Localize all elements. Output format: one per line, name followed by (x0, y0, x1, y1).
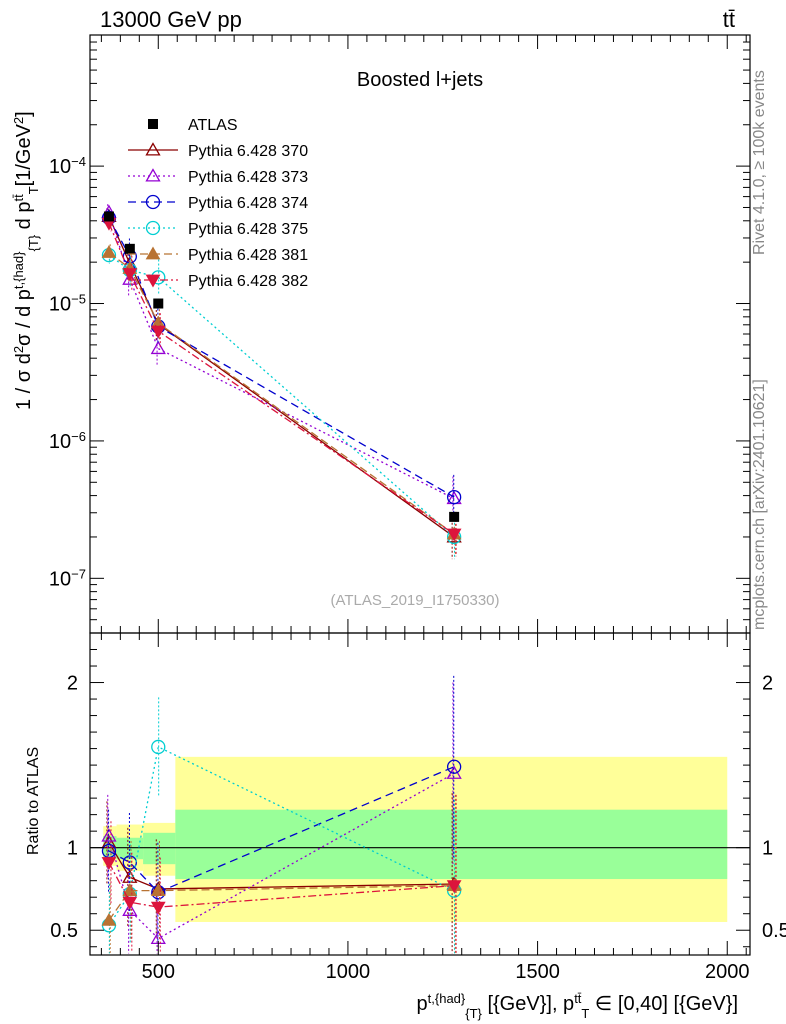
analysis-tag: (ATLAS_2019_I1750330) (330, 592, 499, 609)
ratio-point-4-1 (122, 883, 138, 896)
series-line-4 (108, 252, 455, 535)
series-point-1-1 (122, 271, 138, 285)
legend-marker-atlas (148, 119, 158, 129)
atlas-point-1 (124, 243, 135, 254)
rivet-label: Rivet 4.1.0, ≥ 100k events (751, 70, 768, 255)
ratio-point-2-3 (446, 759, 462, 774)
ratio-point-5-3 (446, 880, 462, 894)
ratio-line-4 (108, 884, 455, 921)
ratio-ytick-label-left: 0.5 (50, 920, 78, 942)
series-point-5-3 (446, 528, 462, 542)
main-ytick-label: 10−6 (49, 428, 86, 453)
ratio-ytick-label-right: 1 (762, 838, 773, 860)
mcplots-label: mcplots.cern.ch [arXiv:2401.10621] (751, 379, 768, 630)
header-left: 13000 GeV pp (100, 7, 242, 32)
series-line-3 (108, 254, 455, 538)
ratio-line-0 (108, 842, 455, 890)
legend-marker-5 (145, 274, 161, 288)
legend-label-375: Pythia 6.428 375 (188, 221, 308, 238)
ratio-point-4-2 (150, 883, 166, 896)
series-line-5 (108, 222, 455, 535)
ratio-line-3 (108, 745, 455, 926)
ratio-point-5-0 (101, 857, 117, 871)
x-tick-label: 1500 (515, 961, 560, 983)
series-point-2-3 (446, 489, 462, 505)
main-y-ticks: 10−7 10−6 10−5 10−4 (49, 41, 750, 634)
series-point-4-0 (101, 245, 117, 258)
ratio-ytick-label-right: 2 (762, 673, 773, 695)
series-line-1 (108, 212, 455, 500)
ratio-point-5-1 (122, 896, 138, 910)
legend-marker-0 (145, 142, 161, 156)
x-tick-label: 500 (142, 961, 175, 983)
legend-marker-1 (145, 168, 161, 182)
series-line-0 (108, 216, 455, 538)
legend-marker-4 (145, 246, 161, 260)
series-point-5-1 (122, 268, 138, 282)
ratio-frame (89, 632, 751, 956)
atlas-point-0 (103, 211, 114, 222)
ratio-point-4-0 (101, 912, 117, 926)
band-inner-3 (175, 809, 728, 880)
x-tick-label: 2000 (705, 961, 750, 983)
ratio-ytick-label-left: 1 (67, 838, 78, 860)
ratio-point-5-2 (150, 901, 166, 915)
main-ytick-label: 10−7 (49, 566, 86, 591)
series-point-5-2 (150, 325, 166, 339)
ratio-point-1-1 (122, 902, 138, 916)
series-line-2 (108, 217, 455, 498)
ratio-ytick-label-left: 2 (67, 673, 78, 695)
legend-label-381: Pythia 6.428 381 (188, 247, 308, 264)
x-label: pt,{had}{T} [{GeV}], ptt̄T ∈ [0,40] [{Ge… (417, 991, 738, 1021)
ratio-y-label: Ratio to ATLAS (25, 747, 42, 855)
main-series (101, 204, 462, 560)
legend-label-373: Pythia 6.428 373 (188, 169, 308, 186)
ratio-line-1 (108, 772, 455, 940)
chart-title: Boosted l+jets (357, 69, 483, 91)
main-ytick-label: 10−4 (49, 154, 86, 179)
ratio-line-2 (108, 766, 455, 894)
ratio-line-5 (108, 862, 455, 908)
legend-marker-2 (145, 194, 161, 210)
legend: ATLAS Pythia 6.428 370 Pythia 6.428 373 … (128, 117, 308, 290)
x-ticks: 500 1000 1500 2000 (100, 35, 750, 983)
legend-label-374: Pythia 6.428 374 (188, 195, 308, 212)
ratio-point-1-0 (101, 828, 117, 842)
ratio-series (101, 675, 462, 954)
legend-label-370: Pythia 6.428 370 (188, 143, 308, 160)
ratio-point-3-2 (151, 739, 166, 755)
x-tick-label: 1000 (326, 961, 371, 983)
main-ytick-label: 10−5 (49, 291, 86, 316)
ratio-y-ticks: 0.5 0.5 1 1 2 2 (50, 649, 786, 948)
legend-label-atlas: ATLAS (188, 117, 238, 134)
ratio-uncertainty-bands (90, 756, 750, 922)
legend-label-382: Pythia 6.428 382 (188, 273, 308, 290)
atlas-data-points (103, 211, 460, 522)
header-right: tt̄ (723, 7, 735, 32)
atlas-point-3 (449, 511, 460, 522)
main-y-label: 1 / σ d2σ / d pt,{had}{T} d ptt̄T[1/GeV2… (11, 111, 41, 410)
legend-marker-3 (145, 220, 161, 236)
ratio-ytick-label-right: 0.5 (762, 920, 786, 942)
atlas-point-2 (153, 298, 164, 309)
series-point-1-2 (150, 340, 166, 355)
band-inner-2 (143, 832, 176, 865)
